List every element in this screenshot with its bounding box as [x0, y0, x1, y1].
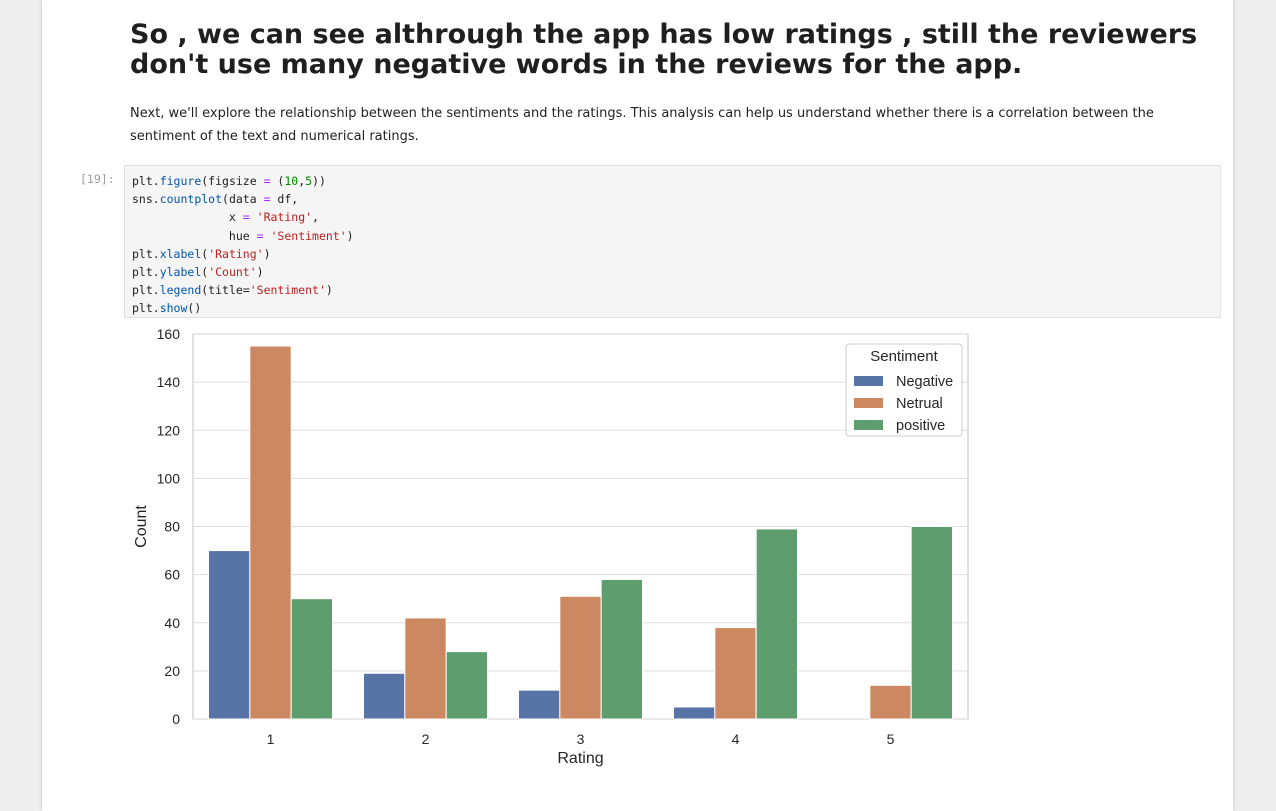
bar — [559, 595, 602, 720]
x-tick-label: 1 — [267, 731, 275, 747]
legend-title: Sentiment — [870, 348, 938, 365]
bar — [290, 598, 334, 720]
y-tick-label: 40 — [164, 615, 180, 631]
x-axis-label: Rating — [557, 750, 603, 767]
legend-swatch — [854, 398, 883, 408]
cell-prompt: [19]: — [80, 172, 115, 186]
x-tick-label: 5 — [887, 731, 895, 747]
y-tick-label: 160 — [157, 328, 181, 342]
code-editor[interactable]: plt.figure(figsize = (10,5)) sns.countpl… — [132, 172, 354, 318]
legend-swatch — [854, 376, 883, 386]
legend-entry: positive — [896, 418, 945, 434]
code-line: x = 'Rating', — [132, 210, 319, 225]
y-tick-label: 100 — [157, 470, 181, 486]
legend-entry: Negative — [896, 374, 953, 390]
code-line: hue = 'Sentiment') — [132, 228, 354, 243]
bar — [249, 345, 292, 720]
code-line: sns.countplot(data = df, — [132, 192, 299, 207]
legend-box — [845, 343, 963, 437]
y-tick-label: 0 — [172, 711, 180, 727]
y-tick-label: 20 — [164, 663, 180, 679]
y-tick-label: 80 — [164, 519, 180, 535]
bar — [673, 706, 716, 720]
code-line: plt.ylabel('Count') — [132, 265, 264, 280]
code-line: plt.xlabel('Rating') — [132, 246, 271, 261]
legend-swatch — [854, 420, 883, 430]
code-line: plt.figure(figsize = (10,5)) — [132, 174, 326, 188]
bar — [869, 684, 912, 720]
bar — [404, 617, 447, 720]
code-line: plt.show() — [132, 301, 202, 316]
bar — [363, 672, 406, 720]
code-cell-input[interactable]: plt.figure(figsize = (10,5)) sns.countpl… — [124, 165, 1221, 318]
legend-entry: Netrual — [896, 396, 943, 412]
y-axis-label: Count — [133, 505, 150, 548]
markdown-heading: So , we can see althrough the app has lo… — [130, 19, 1198, 80]
bar — [208, 550, 251, 720]
bar — [755, 528, 799, 720]
bar — [910, 526, 954, 720]
bar — [445, 651, 488, 720]
bar — [714, 627, 757, 720]
countplot-chart: 0 20 40 60 80 100 120 140 160 1 2 3 4 5 Rating Count Sen… — [133, 328, 969, 767]
y-tick-label: 140 — [157, 374, 181, 390]
x-tick-label: 3 — [577, 731, 585, 747]
code-line: plt.legend(title='Sentiment') — [132, 283, 333, 298]
markdown-paragraph: Next, we'll explore the relationship bet… — [130, 106, 1154, 144]
bar — [518, 689, 561, 720]
x-tick-label: 4 — [732, 731, 740, 747]
y-tick-label: 120 — [157, 422, 181, 438]
x-tick-label: 2 — [422, 731, 430, 747]
bar — [600, 578, 643, 720]
y-tick-label: 60 — [164, 567, 180, 583]
